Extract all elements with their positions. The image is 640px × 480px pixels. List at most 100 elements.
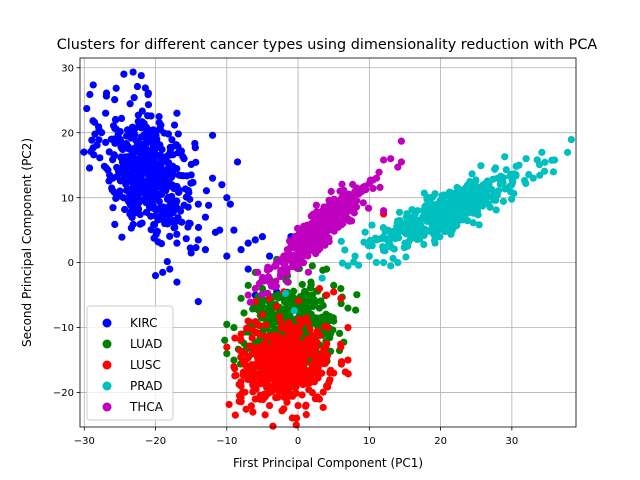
data-point [287,239,295,247]
data-point [176,207,185,215]
data-point [244,265,252,273]
data-point [447,230,455,238]
data-point [231,411,239,419]
data-point [264,355,272,363]
data-point [415,218,423,226]
data-point [436,200,445,208]
data-point [148,182,156,190]
data-point [506,188,515,196]
data-point [379,156,388,164]
data-point [306,325,314,334]
data-point [230,362,238,371]
data-point [225,400,233,409]
data-point [274,291,282,299]
data-point [274,393,282,401]
data-point [168,136,176,144]
data-point [96,154,104,162]
data-point [123,155,131,163]
data-point [302,373,310,382]
data-point [422,207,430,215]
data-point [338,180,346,188]
data-point [185,189,193,197]
data-point [302,301,310,309]
data-point [241,388,249,396]
data-point [202,187,211,195]
data-point [278,381,286,389]
data-point [337,294,345,302]
data-point [308,336,316,345]
data-point [117,114,126,122]
data-point [130,187,138,195]
data-point [341,368,349,376]
data-point [201,246,210,254]
data-point [330,281,338,289]
data-point [89,81,97,89]
data-point [168,217,176,226]
data-point [344,194,352,202]
data-point [330,317,338,325]
data-point [308,233,316,241]
data-point [116,135,124,143]
data-point [337,299,345,308]
data-point [109,174,117,182]
data-point [434,213,442,221]
data-point [237,294,245,302]
data-point [248,334,256,342]
data-point [475,221,483,229]
data-point [223,252,231,260]
data-point [301,226,309,234]
data-point [330,207,338,215]
data-point [306,284,315,292]
data-point [319,354,327,362]
data-point [108,186,116,194]
data-point [365,252,373,260]
series-thca [244,137,406,306]
data-point [166,194,174,202]
legend-marker-luad [102,339,112,349]
data-point [471,178,480,186]
data-point [397,137,406,145]
legend-marker-prad [102,381,112,391]
data-point [441,225,449,233]
data-point [109,204,117,212]
data-point [194,298,202,306]
data-point [155,119,163,127]
x-tick-label: −10 [216,436,237,447]
data-point [294,246,302,254]
x-tick-label: 10 [363,436,376,447]
data-point [462,200,471,208]
y-tick-label: −10 [53,323,74,334]
data-point [415,233,423,241]
legend-label: LUSC [130,358,161,372]
data-point [170,121,179,129]
data-point [379,243,387,251]
data-point [192,244,200,252]
data-point [230,324,238,332]
data-point [182,235,190,243]
data-point [322,330,331,338]
data-point [83,104,91,113]
data-point [194,223,203,232]
data-point [314,222,323,230]
data-point [205,201,213,209]
data-point [316,237,325,245]
data-point [280,355,288,363]
data-point [257,345,265,353]
data-point [129,68,137,76]
x-tick-label: 30 [505,436,518,447]
data-point [327,187,335,196]
data-point [271,334,280,342]
data-point [359,199,367,207]
data-point [262,383,271,391]
data-point [123,176,131,185]
data-point [163,257,171,266]
data-point [253,354,262,362]
data-point [290,390,298,398]
data-point [111,220,119,228]
data-point [486,203,494,211]
data-point [239,358,248,366]
data-point [294,297,303,305]
data-point [154,238,162,246]
data-point [166,147,174,156]
data-point [320,232,329,240]
